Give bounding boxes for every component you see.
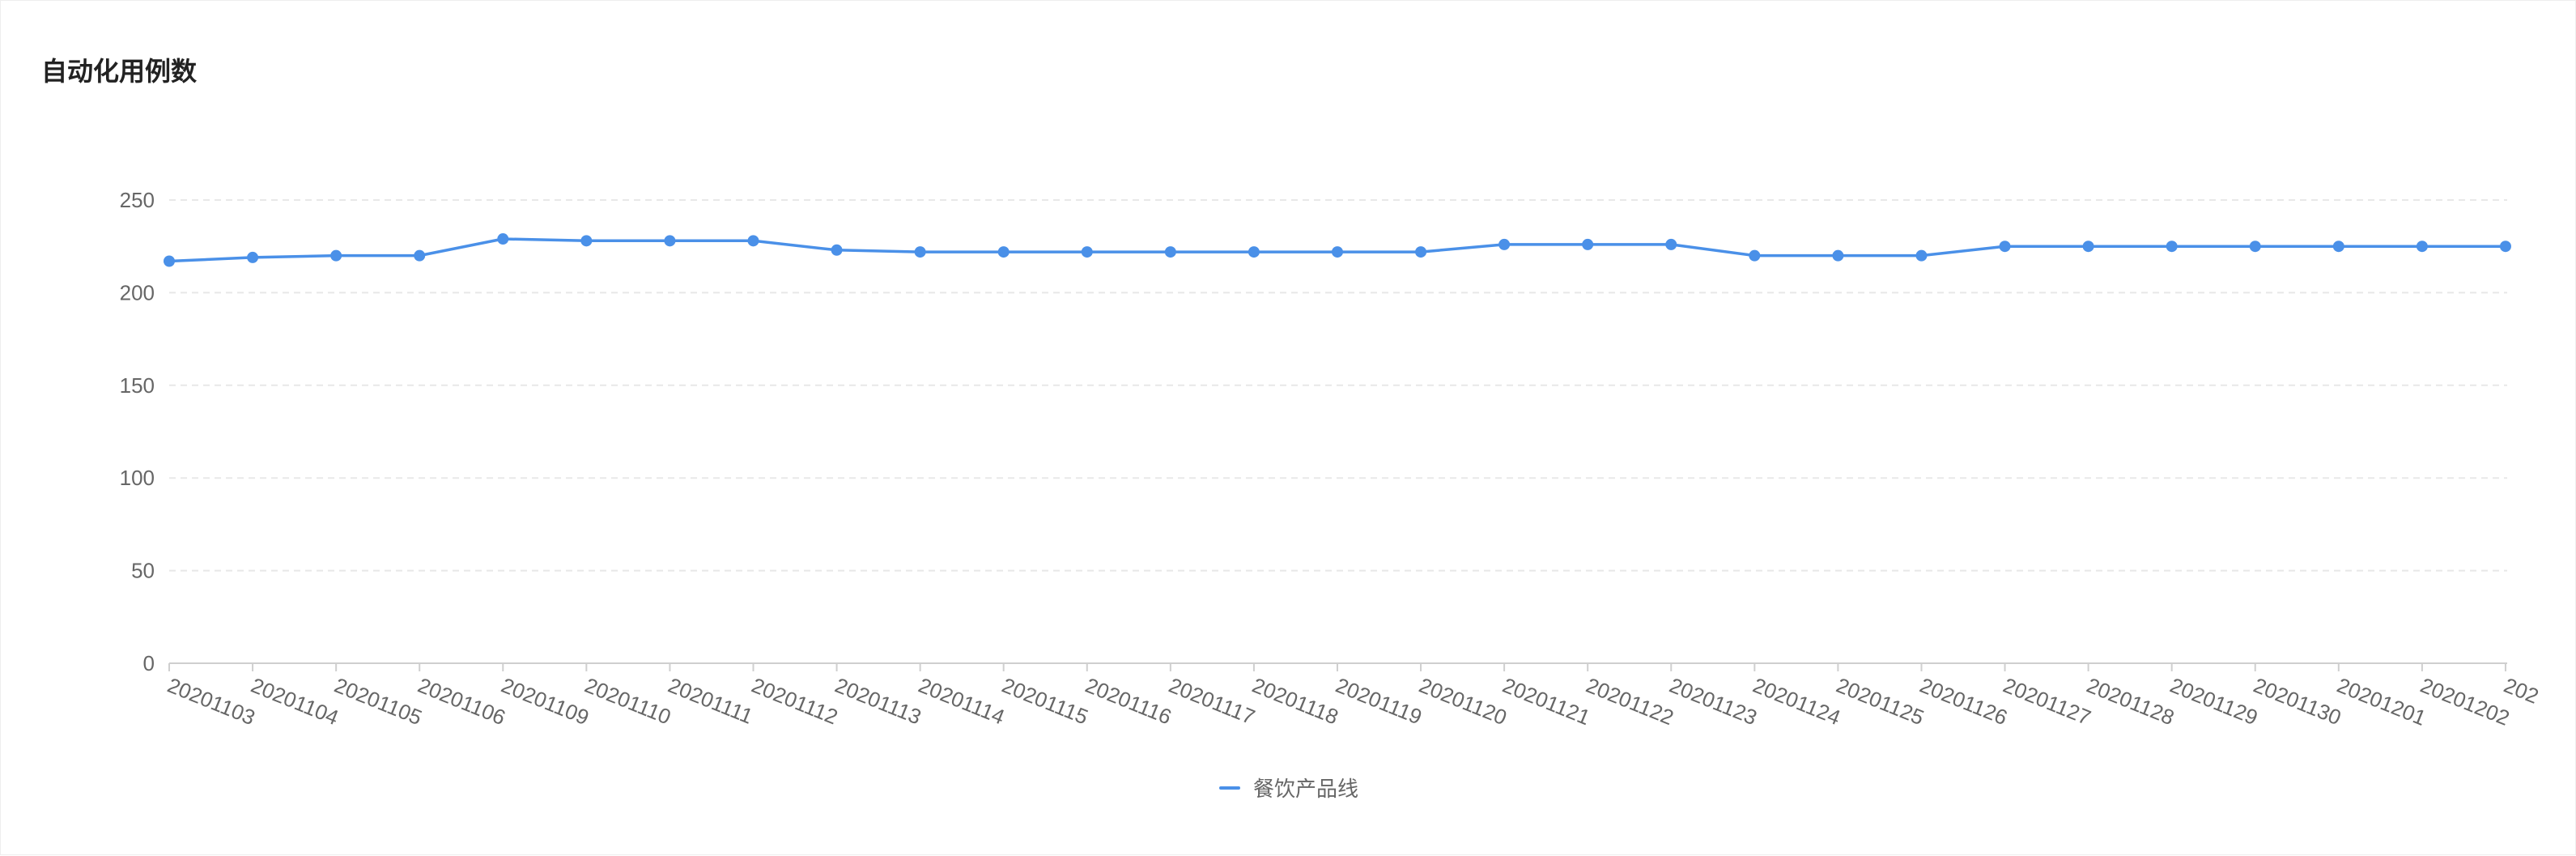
data-point xyxy=(1081,246,1093,258)
x-tick-label: 20201122 xyxy=(1583,673,1677,730)
data-point xyxy=(1582,238,1594,250)
data-point xyxy=(414,249,426,262)
x-tick-label: 20201116 xyxy=(1082,673,1175,730)
y-tick-label: 50 xyxy=(131,559,155,583)
x-tick-label: 20201118 xyxy=(1249,673,1342,730)
data-point xyxy=(831,244,843,256)
data-point xyxy=(1498,238,1511,250)
y-tick-label: 0 xyxy=(143,651,155,675)
x-tick-label: 20201113 xyxy=(831,673,925,730)
y-tick-label: 150 xyxy=(120,373,155,398)
data-point xyxy=(247,251,259,263)
data-point xyxy=(664,235,676,247)
data-point xyxy=(997,246,1010,258)
x-tick-label: 20201129 xyxy=(2166,673,2261,730)
data-point xyxy=(2082,241,2094,253)
x-tick-label: 202 xyxy=(2501,673,2542,709)
x-tick-label: 20201125 xyxy=(1833,673,1928,730)
legend[interactable]: 餐饮产品线 xyxy=(1,773,2576,803)
data-point xyxy=(2249,241,2261,253)
data-point xyxy=(2416,241,2428,253)
x-tick-label: 20201201 xyxy=(2334,673,2430,730)
x-tick-label: 20201109 xyxy=(498,673,593,730)
x-tick-label: 20201127 xyxy=(2000,673,2094,730)
x-tick-label: 20201124 xyxy=(1749,673,1844,730)
data-point xyxy=(164,255,175,267)
x-tick-label: 20201112 xyxy=(748,673,841,730)
data-point xyxy=(580,235,593,247)
grid-lines xyxy=(169,199,2507,572)
data-point xyxy=(747,235,759,247)
series-layer xyxy=(164,233,2511,267)
data-point xyxy=(914,246,926,258)
x-tick-label: 20201110 xyxy=(581,673,674,730)
data-point xyxy=(1915,249,1928,262)
x-tick-label: 20201103 xyxy=(164,673,259,730)
x-tick-label: 20201130 xyxy=(2251,673,2345,730)
x-tick-label: 20201117 xyxy=(1166,673,1259,730)
data-point xyxy=(1248,246,1260,258)
x-tick-label: 20201114 xyxy=(915,673,1008,730)
x-tick-label: 20201202 xyxy=(2417,673,2514,730)
data-point xyxy=(1999,241,2011,253)
x-tick-labels: 2020110320201104202011052020110620201109… xyxy=(164,673,2542,730)
x-tick-label: 20201111 xyxy=(665,673,756,729)
x-tick-label: 20201115 xyxy=(998,673,1091,730)
y-tick-labels: 0 50 100 150 200 250 xyxy=(120,188,155,675)
x-tick-label: 20201126 xyxy=(1916,673,2011,730)
data-point xyxy=(1415,246,1427,258)
legend-swatch xyxy=(1218,786,1240,790)
x-tick-label: 20201106 xyxy=(414,673,509,730)
x-tick-label: 20201120 xyxy=(1416,673,1511,730)
legend-label-series: 餐饮产品线 xyxy=(1252,777,1358,801)
data-point xyxy=(1331,246,1343,258)
x-tick-label: 20201121 xyxy=(1499,673,1594,730)
x-tick-label: 20201128 xyxy=(2083,673,2178,730)
data-point xyxy=(2166,241,2178,253)
x-tick-label: 20201104 xyxy=(248,673,342,730)
data-point xyxy=(1749,249,1761,262)
y-tick-label: 250 xyxy=(120,188,155,212)
data-point xyxy=(1164,246,1176,258)
x-tick-label: 20201123 xyxy=(1666,673,1761,730)
x-tick-label: 20201119 xyxy=(1333,673,1426,730)
axes xyxy=(168,662,2507,671)
data-point xyxy=(330,249,342,262)
data-point xyxy=(497,233,509,245)
data-point xyxy=(1832,249,1844,262)
x-tick-label: 20201105 xyxy=(331,673,426,730)
y-tick-label: 200 xyxy=(120,280,155,304)
data-point xyxy=(2332,241,2344,253)
data-point xyxy=(1665,238,1677,250)
data-point xyxy=(2499,241,2511,253)
y-tick-label: 100 xyxy=(120,466,155,490)
chart-title: 自动化用例数 xyxy=(41,57,198,86)
